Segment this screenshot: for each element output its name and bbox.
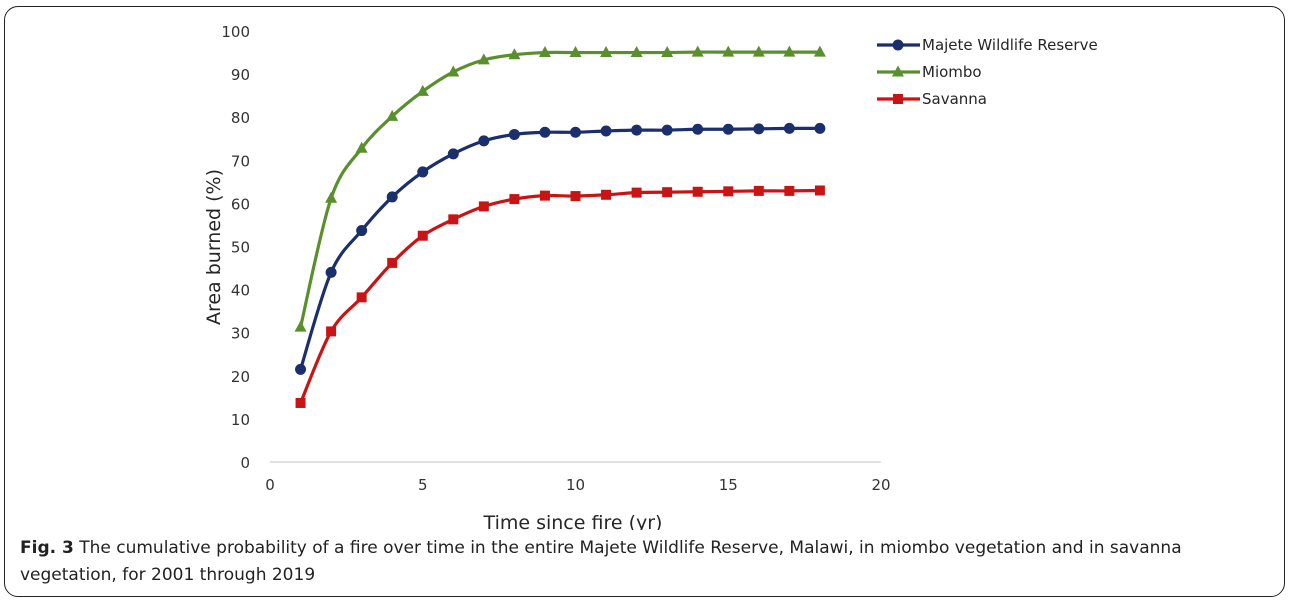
data-point: [356, 292, 367, 303]
data-point: [447, 148, 459, 160]
legend-marker: [892, 39, 904, 51]
data-point: [447, 65, 460, 77]
data-point: [570, 126, 581, 138]
data-point: [691, 45, 704, 57]
legend-marker: [892, 65, 904, 77]
data-point: [508, 48, 521, 60]
data-point: [539, 190, 550, 201]
data-point: [569, 46, 582, 58]
data-point: [784, 185, 795, 196]
x-axis-label: Time since fire (yr): [483, 512, 663, 530]
data-point: [661, 46, 674, 58]
x-tick-label: 20: [871, 476, 890, 494]
data-point: [570, 191, 581, 202]
y-tick-label: 60: [231, 195, 250, 213]
y-tick-label: 100: [221, 23, 250, 41]
data-point: [416, 84, 429, 96]
data-point: [356, 225, 368, 237]
data-point: [539, 126, 551, 138]
data-point: [630, 46, 643, 58]
data-point: [295, 363, 307, 375]
data-point: [417, 230, 428, 241]
data-point: [538, 46, 551, 58]
data-point: [478, 201, 489, 212]
data-point: [417, 166, 429, 178]
series-majete-wildlife-reserve: [295, 122, 826, 375]
chart-legend: Majete Wildlife Reserve Miombo Savanna: [877, 36, 1098, 108]
y-tick-label: 90: [231, 66, 250, 84]
x-tick-label: 0: [265, 476, 275, 494]
figure-frame: [4, 6, 1285, 597]
data-point: [387, 257, 398, 268]
tick-labels: 0 10 20 30 40 50 60 70 80 90 100 0 5 10 15 20: [221, 23, 890, 494]
data-point: [783, 122, 795, 134]
data-point: [783, 45, 796, 57]
data-point: [631, 124, 643, 136]
data-point: [753, 123, 765, 135]
data-point: [509, 194, 520, 205]
y-tick-label: 10: [231, 411, 250, 429]
y-tick-label: 30: [231, 325, 250, 343]
data-point: [662, 187, 673, 198]
figure-caption: Fig. 3 The cumulative probability of a f…: [20, 535, 1265, 589]
line-chart: 0 10 20 30 40 50 60 70 80 90 100 0 5 10 15 20 Majete Wi…: [203, 23, 1098, 530]
caption-text: The cumulative probability of a fire ove…: [20, 538, 1182, 585]
x-tick-label: 10: [566, 476, 585, 494]
chart-series: [294, 45, 826, 408]
data-point: [478, 135, 490, 147]
legend-label: Savanna: [922, 90, 987, 108]
y-tick-label: 20: [231, 368, 250, 386]
data-point: [753, 185, 764, 196]
series-miombo: [294, 45, 826, 332]
legend-item-miombo: Miombo: [877, 63, 982, 81]
data-point: [294, 320, 307, 332]
data-point: [814, 122, 826, 134]
data-point: [508, 128, 520, 140]
data-point: [631, 187, 642, 198]
y-tick-label: 70: [231, 152, 250, 170]
x-tick-label: 5: [418, 476, 428, 494]
y-tick-label: 80: [231, 109, 250, 127]
y-tick-label: 0: [240, 454, 250, 472]
legend-item-savanna: Savanna: [877, 90, 987, 108]
data-point: [295, 397, 306, 408]
figure-label: Fig. 3: [20, 538, 74, 558]
data-point: [723, 186, 734, 197]
data-point: [326, 326, 337, 337]
data-point: [477, 53, 490, 65]
data-point: [601, 189, 612, 200]
data-point: [661, 124, 673, 136]
legend-label: Majete Wildlife Reserve: [922, 36, 1098, 54]
data-point: [814, 185, 825, 196]
data-point: [692, 186, 703, 197]
series-line: [299, 126, 820, 370]
series-savanna: [295, 185, 825, 408]
data-point: [386, 109, 399, 121]
legend-marker: [893, 94, 903, 104]
data-point: [386, 191, 398, 203]
y-axis-label: Area burned (%): [203, 169, 225, 325]
data-point: [722, 123, 734, 135]
data-point: [600, 46, 613, 58]
data-point: [325, 191, 338, 203]
legend-item-majete-wildlife-reserve: Majete Wildlife Reserve: [877, 36, 1098, 54]
data-point: [448, 214, 459, 225]
data-point: [325, 266, 337, 278]
series-line: [299, 188, 820, 404]
y-tick-label: 50: [231, 239, 250, 257]
data-point: [600, 125, 612, 137]
data-point: [355, 141, 368, 153]
legend-label: Miombo: [922, 63, 982, 81]
data-point: [752, 45, 765, 57]
x-tick-label: 15: [719, 476, 738, 494]
data-point: [813, 45, 826, 57]
data-point: [692, 123, 704, 135]
y-tick-label: 40: [231, 282, 250, 300]
data-point: [722, 45, 735, 57]
